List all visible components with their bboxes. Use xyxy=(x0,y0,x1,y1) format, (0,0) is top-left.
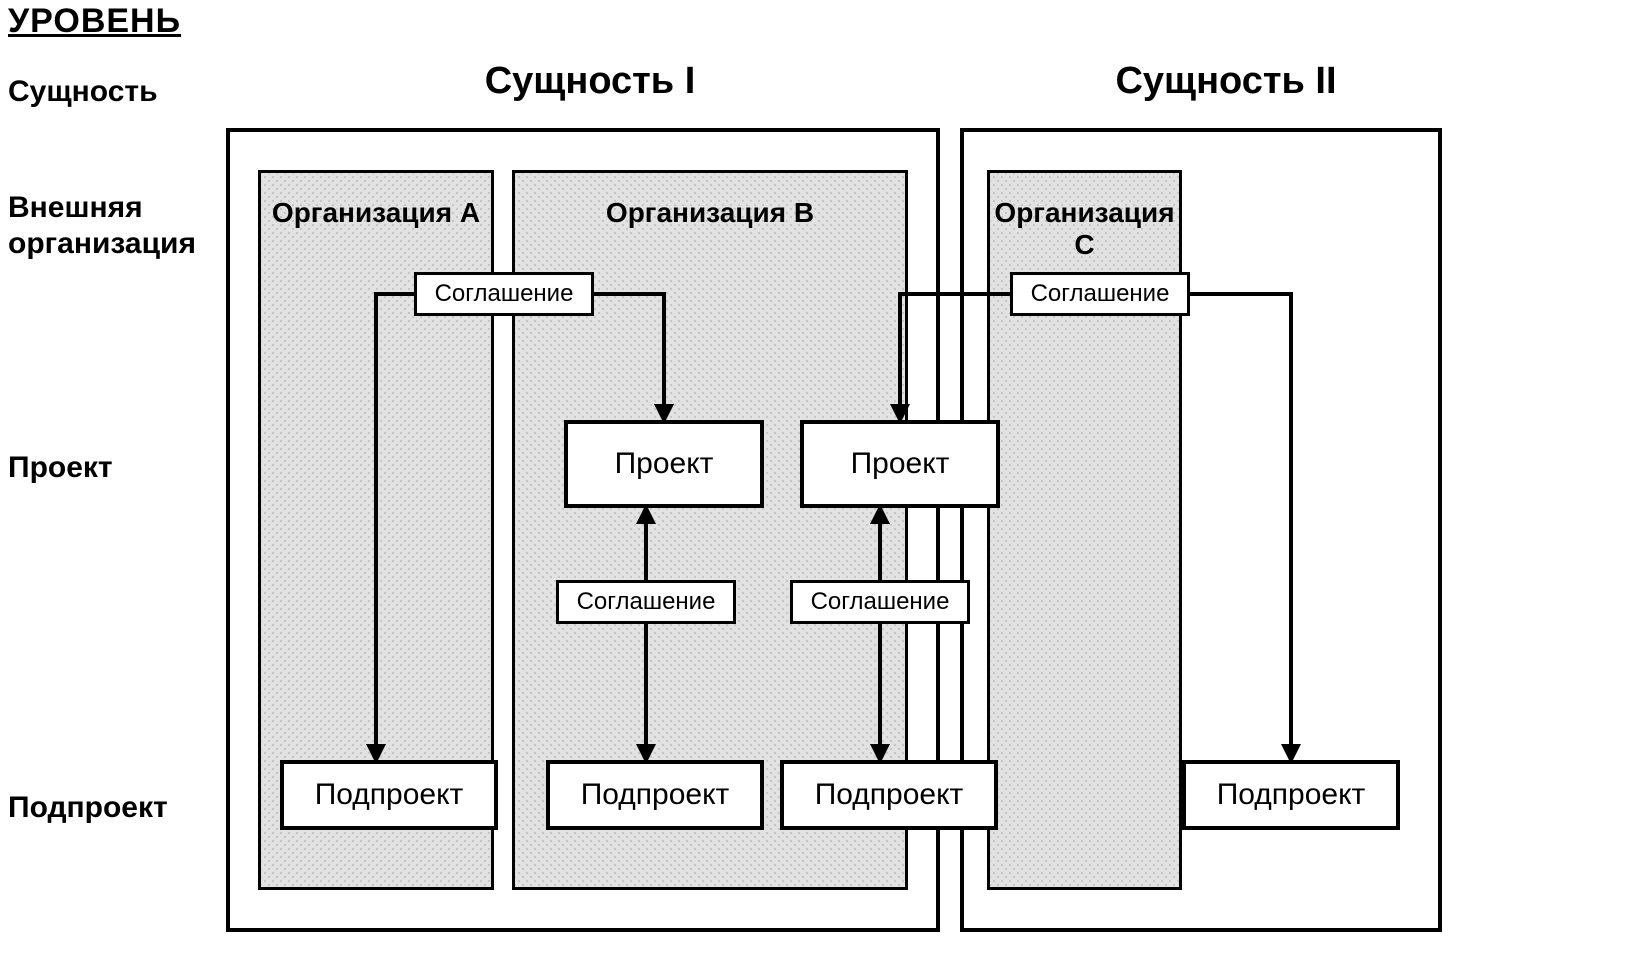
project-bc: Проект xyxy=(800,420,1000,508)
row-label-external-org: Внешняя организация xyxy=(8,190,196,262)
row-label-subproject: Подпроект xyxy=(8,790,168,826)
row-label-entity: Сущность xyxy=(8,74,158,110)
subproject-c: Подпроект xyxy=(1182,760,1400,830)
subproject-bc: Подпроект xyxy=(780,760,998,830)
agreement-ab: Соглашение xyxy=(414,272,594,316)
subproject-b: Подпроект xyxy=(546,760,764,830)
org-c-label: Организация С xyxy=(990,197,1179,261)
page-title: УРОВЕНЬ xyxy=(8,2,181,41)
agreement-bc-mid: Соглашение xyxy=(790,580,970,624)
subproject-a: Подпроект xyxy=(280,760,498,830)
org-a-label: Организация А xyxy=(261,197,491,229)
entity2-heading: Сущность II xyxy=(1076,60,1376,103)
row-label-project: Проект xyxy=(8,450,113,486)
project-b: Проект xyxy=(564,420,764,508)
org-b-label: Организация В xyxy=(515,197,905,229)
entity1-heading: Сущность I xyxy=(440,60,740,103)
diagram-canvas: УРОВЕНЬ Сущность Внешняя организация Про… xyxy=(0,0,1631,953)
agreement-bc: Соглашение xyxy=(1010,272,1190,316)
agreement-b-mid: Соглашение xyxy=(556,580,736,624)
